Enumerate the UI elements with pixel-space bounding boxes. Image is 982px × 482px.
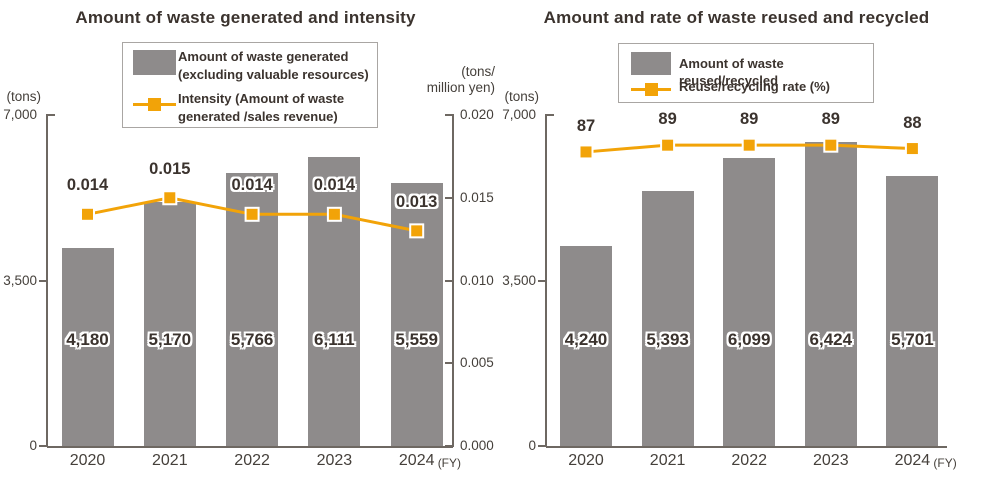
- line-value-label: 0.015: [149, 159, 191, 178]
- line-series-label: Intensity (Amount of waste generated /sa…: [178, 91, 345, 124]
- line-value-label: 0.014: [313, 176, 356, 195]
- y1-axis-line: [46, 114, 48, 447]
- plot-area: 7,000 3,500 0 4,240 5,393 6,099 6,424 5,701 87 89…: [491, 0, 982, 482]
- bar-2023: [804, 142, 857, 446]
- fiscal-year-suffix: (FY): [933, 456, 957, 470]
- line-marker: [904, 141, 920, 157]
- bar-value-label: 5,559: [395, 330, 438, 349]
- y1-tick-label: 0: [29, 438, 37, 453]
- line-value-label: 89: [821, 110, 840, 129]
- x-label-2020: 2020: [69, 452, 106, 469]
- bar-value-label: 6,099: [727, 330, 771, 349]
- y1-axis-line: [545, 114, 547, 447]
- bar-series-swatch: [133, 50, 176, 75]
- y2-tick-label: 0.005: [460, 355, 494, 371]
- legend: Amount of waste generated (excluding val…: [122, 42, 378, 128]
- bar-value-label: 4,180: [66, 330, 109, 349]
- y1-tick: [538, 445, 546, 447]
- bar-2024: [390, 183, 443, 446]
- line-marker-icon: [644, 82, 658, 96]
- bar-value-label: 4,240: [564, 330, 608, 349]
- line-marker-icon: [148, 98, 161, 111]
- bar-2024: [886, 176, 939, 446]
- bar-series-label: Amount of waste reused/recycled: [679, 56, 784, 88]
- bar-2023: [308, 157, 361, 446]
- y1-tick-label: 0: [528, 438, 536, 453]
- chart-title: Amount of waste generated and intensity: [75, 8, 416, 27]
- line-value-label: 87: [576, 116, 596, 135]
- x-axis-line: [47, 446, 453, 448]
- bar-2021: [143, 201, 196, 446]
- x-axis-line: [546, 446, 947, 448]
- y2-tick: [445, 362, 453, 365]
- line-marker: [741, 137, 757, 153]
- y1-tick-label: 3,500: [3, 272, 37, 288]
- line-series-icon: [631, 80, 671, 98]
- y2-tick: [445, 279, 453, 282]
- chart-waste-reused-and-recycled: Amount and rate of waste reused and recy…: [491, 0, 982, 482]
- line-value-label: 89: [658, 110, 677, 129]
- x-label-2021: 2021: [649, 452, 686, 469]
- y2-tick: [445, 445, 453, 447]
- y2-tick-label: 0.020: [460, 107, 494, 122]
- bar-2020: [61, 248, 114, 446]
- line-value-label: 0.014: [231, 176, 273, 195]
- x-label-2023: 2023: [813, 452, 849, 469]
- bar-2021: [641, 190, 694, 446]
- y1-axis-unit-label: (tons): [504, 89, 539, 104]
- chart-waste-generated-and-intensity: Amount of waste generated and intensity …: [3, 8, 495, 470]
- bar-series-swatch: [631, 52, 671, 75]
- line-series-icon: [133, 92, 176, 117]
- chart-title: Amount and rate of waste reused and recy…: [543, 8, 930, 27]
- legend: Amount of waste reused/recycled Reuse/re…: [618, 43, 874, 103]
- bar-series-label: Amount of waste generated (excluding val…: [178, 49, 369, 82]
- x-label-2020: 2020: [568, 452, 604, 469]
- y2-axis-line: [452, 114, 454, 447]
- x-label-2021: 2021: [152, 452, 188, 469]
- fiscal-year-suffix: (FY): [437, 456, 462, 470]
- y2-tick-label: 0.015: [460, 189, 494, 205]
- line-value-label: 0.013: [396, 192, 438, 211]
- bar-value-label: 5,170: [148, 330, 192, 349]
- bar-value-label: 5,393: [646, 330, 689, 349]
- plot-area: 7,000 3,500 0 0.020 0.015 0.010 0.005 0.000 4,18…: [3, 107, 494, 470]
- y1-tick: [538, 279, 546, 282]
- y2-tick-label: 0.010: [460, 272, 494, 288]
- y2-tick: [445, 196, 453, 199]
- y1-tick: [47, 114, 55, 116]
- y1-tick-label: 7,000: [502, 107, 536, 122]
- line-marker: [660, 137, 676, 153]
- y1-tick-label: 3,500: [502, 272, 536, 288]
- y1-tick: [39, 279, 47, 282]
- y2-axis-unit-label: (tons/ million yen): [426, 64, 495, 95]
- bar-2020: [560, 245, 612, 446]
- bar-2022: [723, 157, 776, 446]
- y1-tick: [39, 445, 47, 447]
- line-marker: [80, 206, 95, 222]
- line-marker: [578, 144, 594, 160]
- line-path: [585, 143, 913, 154]
- y1-tick: [546, 114, 554, 116]
- y2-tick: [445, 114, 453, 116]
- bar-value-label: 5,701: [891, 330, 934, 349]
- line-series-label: Reuse/recycling rate (%): [679, 79, 831, 94]
- bar-value-label: 5,766: [230, 330, 274, 349]
- line-value-label: 89: [740, 110, 759, 129]
- x-label-2022: 2022: [731, 452, 767, 469]
- bar-2022: [226, 173, 279, 446]
- y2-tick-label: 0.000: [460, 438, 494, 453]
- y1-tick-label: 7,000: [3, 107, 37, 122]
- x-label-2024: 2024: [398, 452, 435, 469]
- line-value-label: 0.014: [66, 176, 109, 195]
- y1-axis-unit-label: (tons): [6, 89, 41, 104]
- bar-value-label: 6,424: [809, 330, 853, 349]
- line-value-label: 88: [903, 113, 922, 132]
- x-label-2024: 2024: [894, 452, 931, 469]
- x-label-2023: 2023: [316, 452, 353, 469]
- bar-value-label: 6,111: [314, 330, 355, 349]
- x-label-2022: 2022: [234, 452, 270, 469]
